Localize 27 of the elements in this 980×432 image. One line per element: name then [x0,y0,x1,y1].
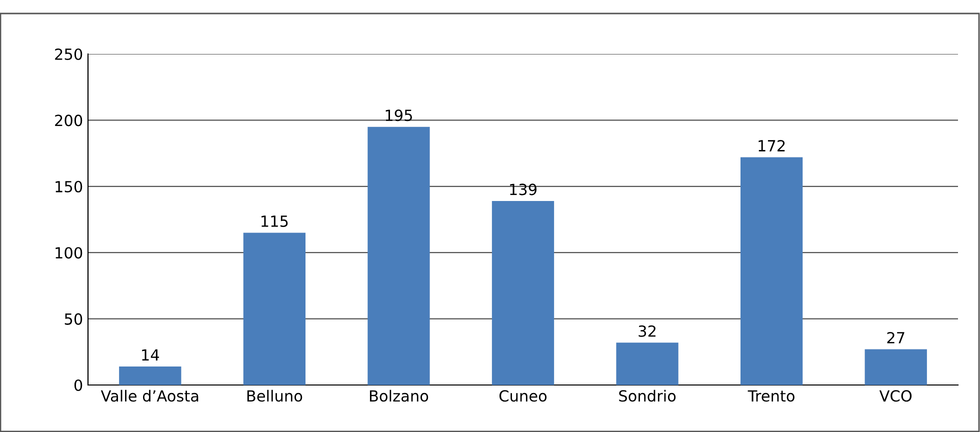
data-label: 32 [638,325,656,337]
bar [368,126,430,385]
x-tick-label: Belluno [247,390,302,402]
x-tick-label: Sondrio [619,390,676,402]
bar [616,342,678,385]
x-tick-label: Cuneo [499,390,547,402]
bar [864,349,927,385]
x-tick-label: Bolzano [370,390,428,402]
bar [119,366,182,385]
y-tick-label: 0 [74,379,82,392]
y-tick-label: 150 [56,180,82,192]
y-tick-label: 250 [55,48,82,60]
x-tick-label: Valle d’Aosta [100,390,198,402]
bar [492,200,554,385]
data-label: 195 [386,110,412,122]
data-label: 172 [758,140,785,152]
y-tick-label: 200 [55,114,82,126]
bar [740,157,803,385]
data-label: 27 [887,332,904,344]
data-label: 14 [142,349,160,361]
x-tick-label: Trento [748,390,794,402]
bar [243,232,306,385]
data-label: 139 [510,184,537,196]
y-tick-label: 50 [64,313,82,325]
y-tick-label: 100 [56,247,82,259]
x-tick-label: VCO [879,390,912,402]
data-label: 115 [262,216,288,227]
